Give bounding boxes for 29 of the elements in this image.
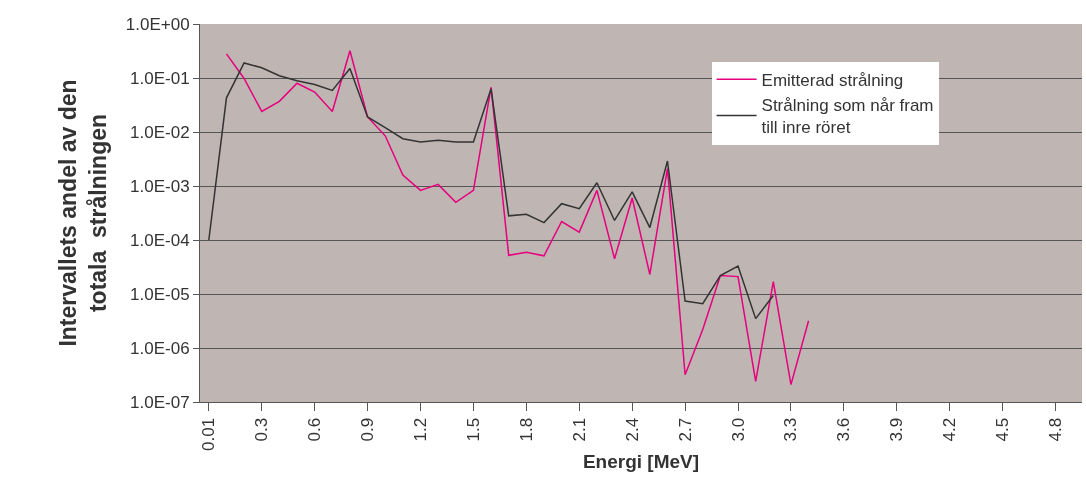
- x-tick-label: 4.5: [993, 417, 1013, 442]
- x-tick-label: 2.7: [675, 417, 695, 442]
- y-axis-title: Intervallets andel av den totala strålningen: [55, 79, 112, 347]
- x-tick-label: 3.6: [834, 417, 854, 442]
- y-tick-label: 1.0E-06: [130, 338, 190, 358]
- x-tick-label: 4.8: [1046, 417, 1066, 442]
- x-tick-label: 2.4: [622, 417, 642, 442]
- legend-label: Strålning som når fram till inre röret: [761, 96, 934, 138]
- y-tick-label: 1.0E-03: [130, 176, 190, 196]
- y-tick-label: 1.0E-01: [130, 68, 190, 88]
- x-tick-label: 0.6: [305, 417, 325, 442]
- x-tick-label: 0.3: [252, 417, 272, 442]
- x-tick-label: 3.0: [728, 417, 748, 442]
- x-tick-label: 0.01: [199, 417, 219, 451]
- legend-label: Emitterad strålning: [761, 70, 904, 90]
- x-tick-label: 3.9: [887, 417, 907, 442]
- x-tick-label: 3.3: [781, 417, 801, 442]
- x-tick-label: 4.2: [940, 417, 960, 442]
- y-tick-label: 1.0E+00: [125, 14, 190, 34]
- x-tick-label: 0.9: [358, 417, 378, 442]
- y-tick-label: 1.0E-04: [130, 230, 190, 250]
- y-tick-label: 1.0E-05: [130, 284, 190, 304]
- x-tick-label: 1.8: [516, 417, 536, 442]
- x-tick-label: 2.1: [569, 417, 589, 442]
- x-tick-label: 1.2: [411, 417, 431, 442]
- y-tick-label: 1.0E-07: [130, 392, 190, 412]
- x-axis-title: Energi [MeV]: [582, 450, 700, 472]
- y-tick-label: 1.0E-02: [130, 122, 190, 142]
- x-tick-label: 1.5: [463, 417, 483, 442]
